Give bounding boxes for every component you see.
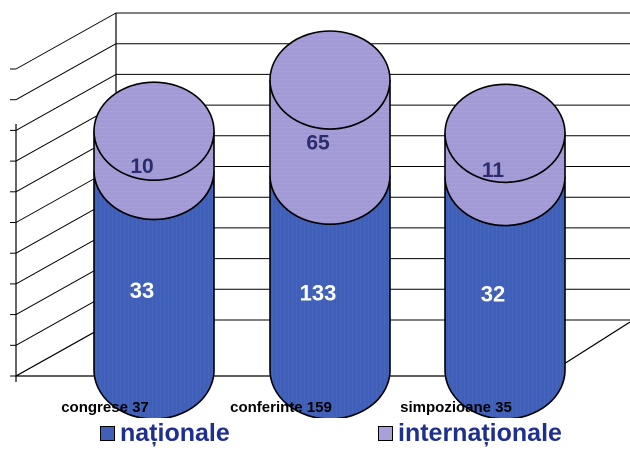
cylinder-congrese: 10 33	[93, 81, 215, 418]
cylinder-conferinte: 65 133	[269, 30, 391, 418]
category-label-simpozioane: simpozioane 35	[400, 399, 512, 416]
gridline-side	[15, 12, 117, 70]
value-label-internationale-simpozioane: 11	[482, 159, 505, 182]
value-label-nationale-simpozioane: 32	[481, 281, 505, 306]
category-labels: congrese 37 conferinte 159 simpozioane 3…	[61, 399, 512, 416]
value-label-nationale-congrese: 33	[130, 278, 154, 303]
legend-swatch-internationale	[378, 425, 393, 441]
cylinder-top-conferinte	[269, 30, 391, 130]
gridline-side	[15, 43, 117, 101]
chart-bars: 10 33 65 133 11 32	[93, 30, 566, 418]
value-label-internationale-conferinte: 65	[306, 132, 330, 155]
chart-canvas: 10 33 65 133 11 32 congrese 37 conferinte 159…	[10, 12, 630, 418]
chart-legend: naționale internaționale	[0, 418, 630, 450]
cylinder-top-simpozioane	[444, 83, 566, 184]
legend-item-nationale: naționale	[100, 418, 230, 448]
legend-item-internationale: internaționale	[378, 418, 562, 448]
legend-label-nationale: naționale	[120, 419, 230, 447]
legend-label-internationale: internaționale	[398, 419, 562, 447]
gridline-side	[15, 73, 117, 131]
category-label-congrese: congrese 37	[61, 399, 149, 416]
value-label-internationale-congrese: 10	[130, 155, 153, 178]
value-label-nationale-conferinte: 133	[300, 281, 337, 306]
cylinder-top-congrese	[93, 81, 215, 181]
category-label-conferinte: conferinte 159	[230, 399, 332, 416]
cylinder-simpozioane: 11 32	[444, 83, 566, 418]
legend-swatch-nationale	[100, 425, 115, 441]
